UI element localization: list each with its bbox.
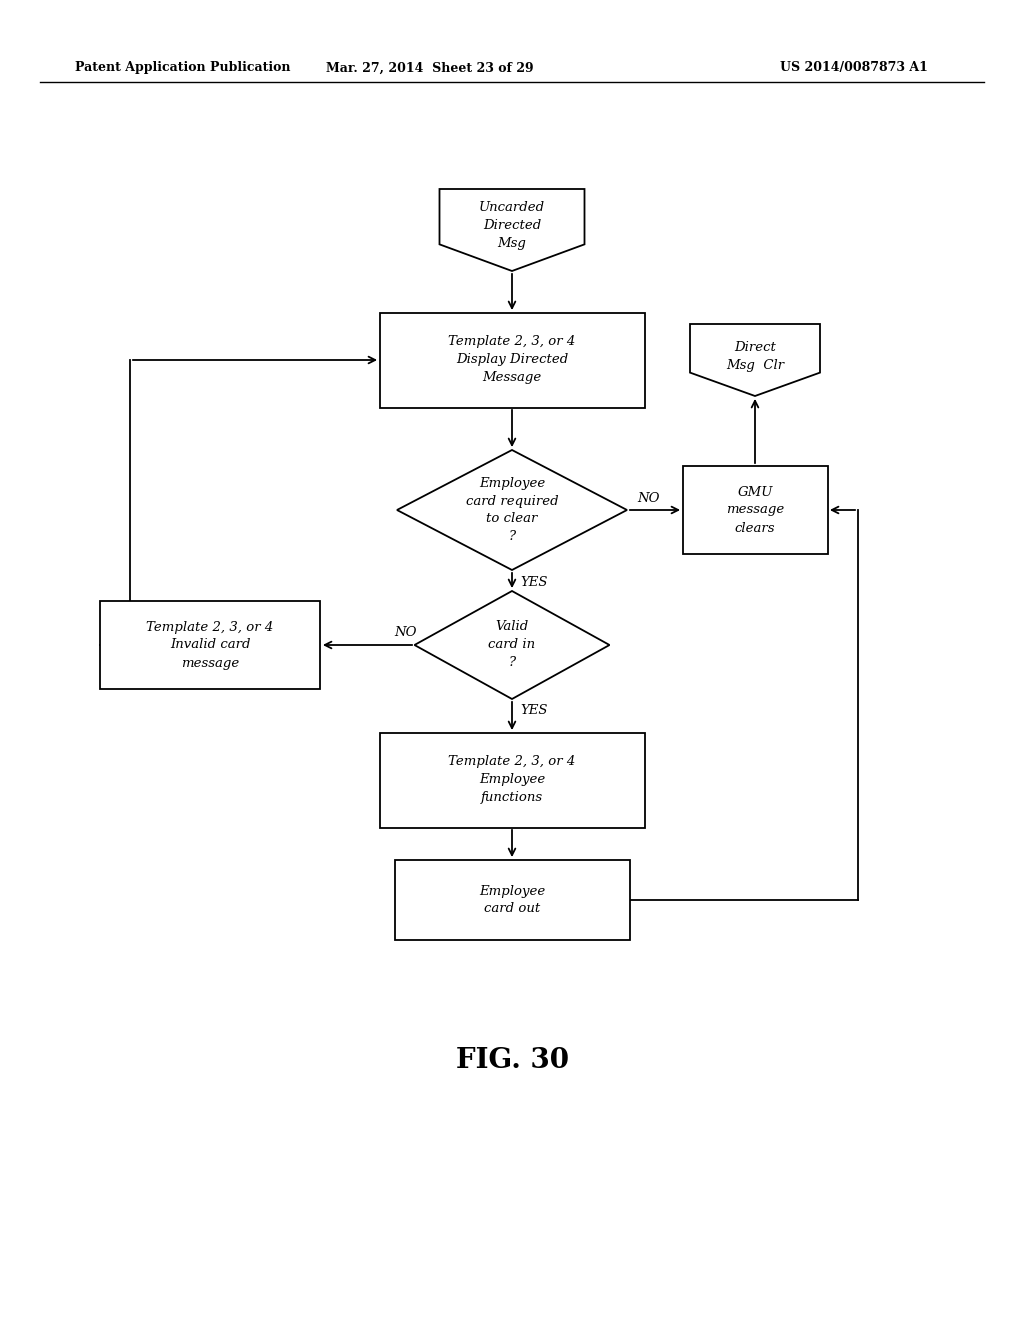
Text: NO: NO bbox=[637, 491, 659, 504]
Text: Employee
card out: Employee card out bbox=[479, 884, 545, 916]
Polygon shape bbox=[690, 323, 820, 396]
Polygon shape bbox=[397, 450, 627, 570]
Text: YES: YES bbox=[520, 576, 548, 589]
Text: Uncarded
Directed
Msg: Uncarded Directed Msg bbox=[479, 202, 545, 251]
Text: Template 2, 3, or 4
Employee
functions: Template 2, 3, or 4 Employee functions bbox=[449, 755, 575, 804]
Text: Direct
Msg  Clr: Direct Msg Clr bbox=[726, 341, 784, 372]
Text: Template 2, 3, or 4
Display Directed
Message: Template 2, 3, or 4 Display Directed Mes… bbox=[449, 335, 575, 384]
FancyBboxPatch shape bbox=[394, 861, 630, 940]
Text: US 2014/0087873 A1: US 2014/0087873 A1 bbox=[780, 62, 928, 74]
FancyBboxPatch shape bbox=[100, 601, 319, 689]
Text: Valid
card in
?: Valid card in ? bbox=[488, 620, 536, 669]
Text: Template 2, 3, or 4
Invalid card
message: Template 2, 3, or 4 Invalid card message bbox=[146, 620, 273, 669]
FancyBboxPatch shape bbox=[380, 313, 644, 408]
Text: FIG. 30: FIG. 30 bbox=[456, 1047, 568, 1073]
FancyBboxPatch shape bbox=[683, 466, 827, 554]
Text: Mar. 27, 2014  Sheet 23 of 29: Mar. 27, 2014 Sheet 23 of 29 bbox=[327, 62, 534, 74]
Text: Patent Application Publication: Patent Application Publication bbox=[75, 62, 291, 74]
Text: Employee
card required
to clear
?: Employee card required to clear ? bbox=[466, 477, 558, 544]
Text: YES: YES bbox=[520, 705, 548, 718]
Text: NO: NO bbox=[394, 627, 417, 639]
Polygon shape bbox=[415, 591, 609, 700]
FancyBboxPatch shape bbox=[380, 733, 644, 828]
Polygon shape bbox=[439, 189, 585, 271]
Text: GMU
message
clears: GMU message clears bbox=[726, 486, 784, 535]
